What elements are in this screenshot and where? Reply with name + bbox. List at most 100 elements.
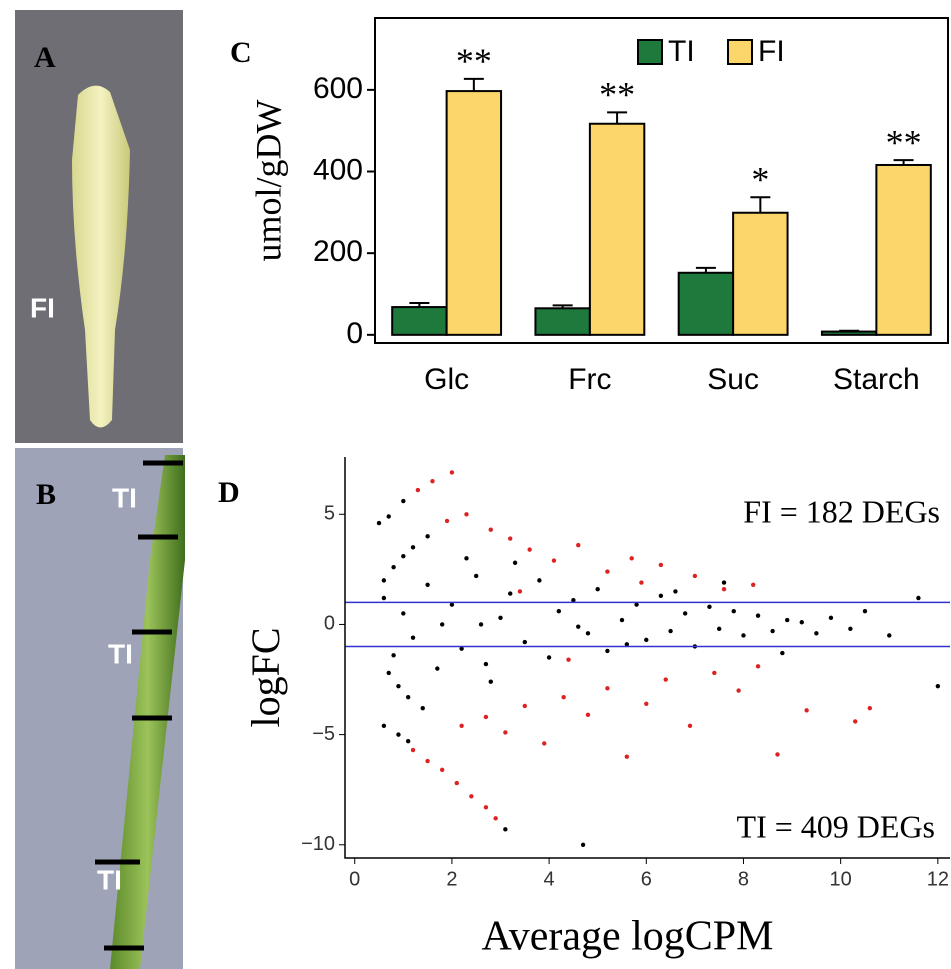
point — [750, 582, 756, 587]
point — [605, 569, 610, 574]
point — [391, 564, 396, 570]
point — [439, 767, 445, 773]
point — [595, 586, 600, 592]
node-marks — [95, 460, 183, 951]
point — [512, 560, 518, 565]
point — [585, 631, 591, 636]
point — [673, 589, 678, 594]
point — [814, 631, 819, 636]
point — [804, 708, 809, 713]
point — [537, 578, 542, 583]
point — [887, 633, 892, 638]
point — [415, 487, 421, 493]
point — [420, 705, 425, 711]
point — [527, 547, 532, 552]
point — [396, 683, 401, 689]
legend-swatch — [727, 39, 753, 65]
point — [483, 714, 489, 720]
plot-frame — [374, 17, 949, 344]
legend-label: TI — [668, 35, 695, 68]
annotation: FI = 182 DEGs — [743, 493, 940, 529]
point — [469, 794, 474, 799]
point — [692, 573, 698, 579]
point — [459, 646, 464, 651]
point — [425, 534, 430, 539]
photo-text: TI — [97, 864, 122, 895]
bar — [391, 306, 448, 336]
point — [454, 780, 459, 786]
point — [542, 741, 547, 746]
point — [862, 609, 868, 614]
point — [848, 626, 853, 632]
point — [853, 719, 858, 724]
legend-swatch — [637, 39, 663, 65]
point — [551, 558, 557, 563]
point — [624, 642, 630, 647]
y-tick-label: 200 — [313, 235, 363, 268]
point — [605, 686, 610, 691]
point — [556, 609, 562, 614]
bar — [534, 307, 591, 336]
bar — [445, 90, 503, 336]
point — [668, 628, 673, 634]
point — [410, 635, 416, 640]
point — [391, 653, 396, 658]
point — [474, 573, 479, 579]
point — [508, 591, 513, 596]
point — [721, 586, 727, 592]
y-axis-label: umol/gDW — [248, 99, 288, 261]
x-tick-label: 4 — [544, 868, 555, 890]
point — [712, 670, 717, 676]
point — [916, 595, 921, 601]
point — [561, 694, 566, 700]
point — [405, 739, 411, 744]
point — [576, 542, 581, 548]
point — [401, 611, 406, 616]
point — [619, 617, 625, 623]
point — [425, 758, 430, 764]
x-tick-label: 12 — [927, 868, 949, 890]
point — [644, 637, 649, 643]
x-tick-label: Glc — [424, 363, 469, 396]
point — [682, 611, 688, 616]
point — [546, 655, 552, 660]
point — [566, 657, 571, 662]
point — [483, 805, 489, 810]
x-tick-label: 0 — [349, 868, 360, 890]
significance-label: ** — [886, 122, 922, 162]
photo-text: FI — [30, 292, 55, 323]
y-tick-label: 600 — [313, 72, 363, 105]
point — [585, 712, 591, 717]
point — [658, 562, 664, 568]
point — [493, 816, 498, 821]
point — [687, 723, 693, 729]
point — [639, 580, 644, 585]
bar — [677, 271, 735, 336]
x-tick-label: Starch — [833, 363, 920, 396]
point — [381, 723, 387, 729]
point — [580, 842, 586, 847]
point — [624, 754, 630, 759]
panel-label: A — [34, 41, 56, 74]
stalk-shape — [110, 455, 185, 969]
point — [634, 602, 639, 607]
point — [755, 664, 761, 669]
point — [775, 752, 780, 757]
point — [410, 545, 416, 550]
point — [401, 498, 406, 504]
point — [576, 624, 581, 629]
point — [478, 622, 484, 627]
point — [571, 598, 576, 603]
x-tick-label: 10 — [830, 868, 852, 890]
bar — [588, 122, 646, 336]
point — [376, 520, 382, 526]
point — [780, 650, 785, 656]
point — [488, 527, 493, 532]
point — [721, 580, 727, 585]
y-tick-label: 0 — [324, 613, 335, 635]
point — [828, 615, 834, 621]
legend-label: FI — [758, 35, 785, 68]
significance-label: ** — [599, 75, 635, 115]
significance-label: ** — [456, 41, 492, 81]
point — [483, 661, 489, 667]
